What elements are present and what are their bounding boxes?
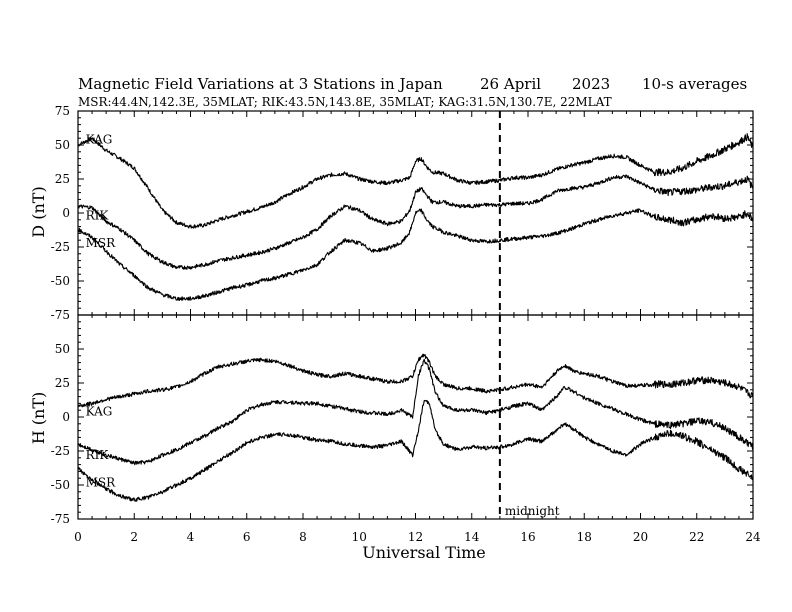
chart-date: 26 April xyxy=(480,75,541,93)
x-tick-label: 18 xyxy=(577,530,592,544)
y-tick-label-d: 25 xyxy=(55,172,70,186)
series-line-kag-d xyxy=(77,133,754,229)
y-tick-label-d: -50 xyxy=(51,274,70,288)
series-line-rik-h xyxy=(77,358,754,466)
x-tick-label: 10 xyxy=(352,530,367,544)
y-tick-label-h: 25 xyxy=(55,376,70,390)
y-tick-label-h: 0 xyxy=(62,410,70,424)
series-label-kag-d: KAG xyxy=(86,133,113,147)
x-tick-label: 12 xyxy=(408,530,423,544)
chart-year: 2023 xyxy=(572,75,610,93)
x-tick-label: 0 xyxy=(74,530,82,544)
y-tick-label-d: -25 xyxy=(51,240,70,254)
series-line-msr-h xyxy=(77,399,754,502)
x-tick-label: 20 xyxy=(633,530,648,544)
y-tick-label-d: 50 xyxy=(55,138,70,152)
x-tick-label: 16 xyxy=(520,530,535,544)
series-line-rik-d xyxy=(77,174,754,270)
x-tick-label: 8 xyxy=(299,530,307,544)
y-tick-label-h: -25 xyxy=(51,444,70,458)
x-tick-label: 14 xyxy=(464,530,480,544)
series-line-msr-d xyxy=(77,208,754,301)
station-coordinates: MSR:44.4N,142.3E, 35MLAT; RIK:43.5N,143.… xyxy=(78,95,612,109)
y-tick-label-d: 75 xyxy=(55,104,70,118)
x-tick-label: 22 xyxy=(689,530,704,544)
series-label-msr-d: MSR xyxy=(86,236,117,250)
series-label-rik-d: RIK xyxy=(86,209,110,223)
series-line-kag-h xyxy=(77,353,754,408)
y-tick-label-h: -50 xyxy=(51,478,70,492)
x-axis-label: Universal Time xyxy=(362,543,485,562)
y-tick-label-d: 0 xyxy=(62,206,70,220)
y-axis-label-d: D (nT) xyxy=(29,186,48,237)
y-tick-label-h: 50 xyxy=(55,342,70,356)
x-tick-label: 6 xyxy=(243,530,251,544)
y-tick-label-h: -75 xyxy=(51,512,70,526)
midnight-label: midnight xyxy=(505,504,560,518)
series-label-rik-h: RIK xyxy=(86,448,110,462)
x-tick-label: 2 xyxy=(130,530,138,544)
series-label-msr-h: MSR xyxy=(86,475,117,489)
series-label-kag-h: KAG xyxy=(86,405,113,419)
chart-averaging: 10-s averages xyxy=(642,75,747,93)
x-tick-label: 24 xyxy=(745,530,761,544)
y-axis-label-h: H (nT) xyxy=(29,392,48,445)
chart-title: Magnetic Field Variations at 3 Stations … xyxy=(78,75,443,93)
x-tick-label: 4 xyxy=(187,530,195,544)
y-tick-label-d: -75 xyxy=(51,308,70,322)
